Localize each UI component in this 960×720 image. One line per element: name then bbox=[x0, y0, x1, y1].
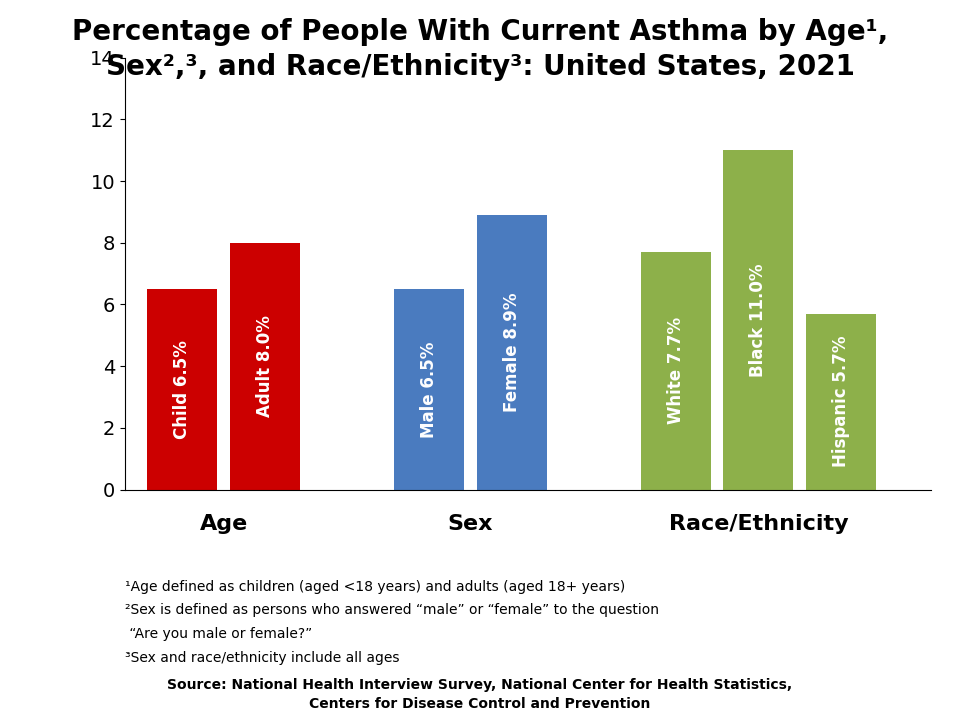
Bar bbox=[641, 252, 711, 490]
Text: Percentage of People With Current Asthma by Age¹,
Sex²,³, and Race/Ethnicity³: U: Percentage of People With Current Asthma… bbox=[72, 18, 888, 81]
Text: Sex: Sex bbox=[447, 514, 493, 534]
Bar bbox=[805, 314, 876, 490]
Text: Black 11.0%: Black 11.0% bbox=[750, 263, 767, 377]
Text: ³Sex and race/ethnicity include all ages: ³Sex and race/ethnicity include all ages bbox=[125, 651, 399, 665]
Bar bbox=[229, 243, 300, 490]
Text: White 7.7%: White 7.7% bbox=[667, 318, 685, 424]
Text: Age: Age bbox=[200, 514, 248, 534]
Text: Race/Ethnicity: Race/Ethnicity bbox=[668, 514, 849, 534]
Text: Female 8.9%: Female 8.9% bbox=[502, 292, 520, 412]
Text: Adult 8.0%: Adult 8.0% bbox=[255, 315, 274, 417]
Text: Hispanic 5.7%: Hispanic 5.7% bbox=[831, 336, 850, 467]
Bar bbox=[148, 289, 217, 490]
Text: “Are you male or female?”: “Are you male or female?” bbox=[125, 627, 312, 641]
Bar bbox=[476, 215, 546, 490]
Text: ²Sex is defined as persons who answered “male” or “female” to the question: ²Sex is defined as persons who answered … bbox=[125, 603, 659, 617]
Text: ¹Age defined as children (aged <18 years) and adults (aged 18+ years): ¹Age defined as children (aged <18 years… bbox=[125, 580, 625, 593]
Bar bbox=[724, 150, 793, 490]
Text: Child 6.5%: Child 6.5% bbox=[174, 340, 191, 438]
Bar bbox=[395, 289, 465, 490]
Text: Male 6.5%: Male 6.5% bbox=[420, 341, 439, 438]
Text: Source: National Health Interview Survey, National Center for Health Statistics,: Source: National Health Interview Survey… bbox=[167, 678, 793, 711]
